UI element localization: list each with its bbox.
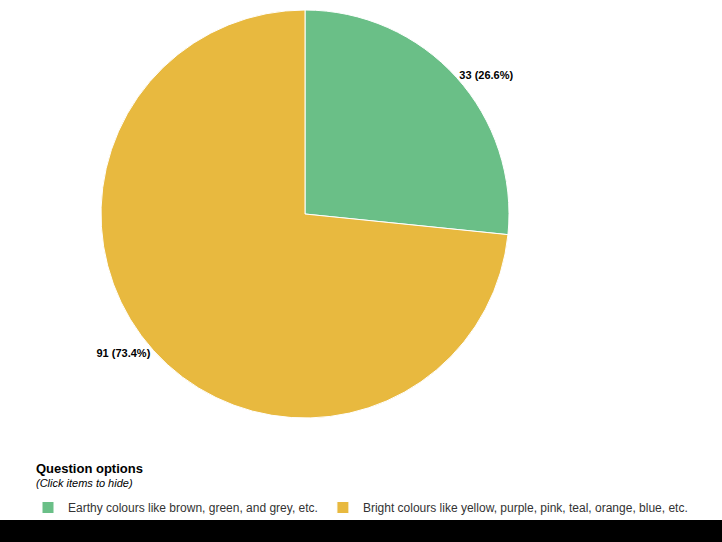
svg-text:33 (26.6%): 33 (26.6%): [459, 69, 513, 81]
svg-text:(Click items to hide): (Click items to hide): [36, 477, 133, 489]
svg-text:Question options: Question options: [36, 461, 143, 476]
svg-text:Bright colours like yellow, pu: Bright colours like yellow, purple, pink…: [363, 501, 688, 515]
svg-text:91 (73.4%): 91 (73.4%): [96, 347, 150, 359]
svg-text:Earthy colours like brown, gre: Earthy colours like brown, green, and gr…: [68, 501, 318, 515]
